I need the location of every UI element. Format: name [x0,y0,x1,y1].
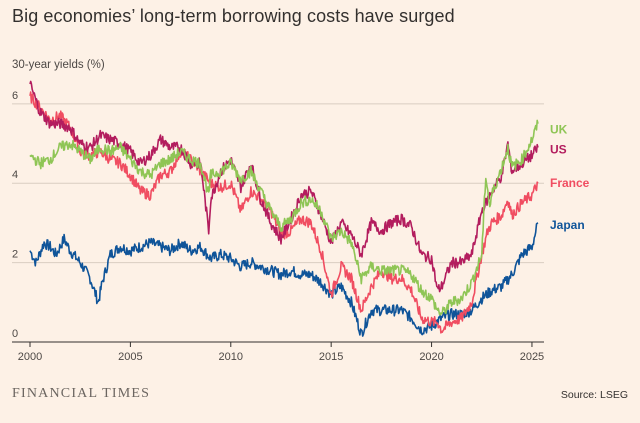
x-tick-label: 2010 [219,351,243,363]
x-tick-labels: 2000 2005 2010 2015 2020 2025 [18,342,544,363]
series-line-uk [29,119,539,316]
y-tick-label: 4 [12,169,18,181]
x-tick-label: 2005 [118,351,142,363]
y-axis-label: 30-year yields (%) [12,59,105,71]
y-tick-label: 0 [12,328,18,340]
source-note: Source: LSEG [560,389,628,401]
series-label-france: France [550,176,590,190]
series-line-japan [29,222,539,337]
chart-title: Big economies’ long-term borrowing costs… [12,6,455,26]
y-tick-label: 2 [12,249,18,261]
series-lines [29,80,539,337]
x-tick-label: 2025 [520,351,544,363]
series-label-uk: UK [550,123,568,137]
x-tick-label: 2020 [419,351,443,363]
y-tick-labels: 0 2 4 6 [12,90,18,340]
x-tick-label: 2000 [18,351,42,363]
brand-logo: FINANCIAL TIMES [12,386,151,401]
series-label-japan: Japan [550,218,585,232]
series-line-us [29,80,539,293]
x-tick-label: 2015 [319,351,343,363]
series-labels: Japan France US UK [550,123,590,232]
series-label-us: US [550,142,567,156]
y-tick-label: 6 [12,90,18,102]
